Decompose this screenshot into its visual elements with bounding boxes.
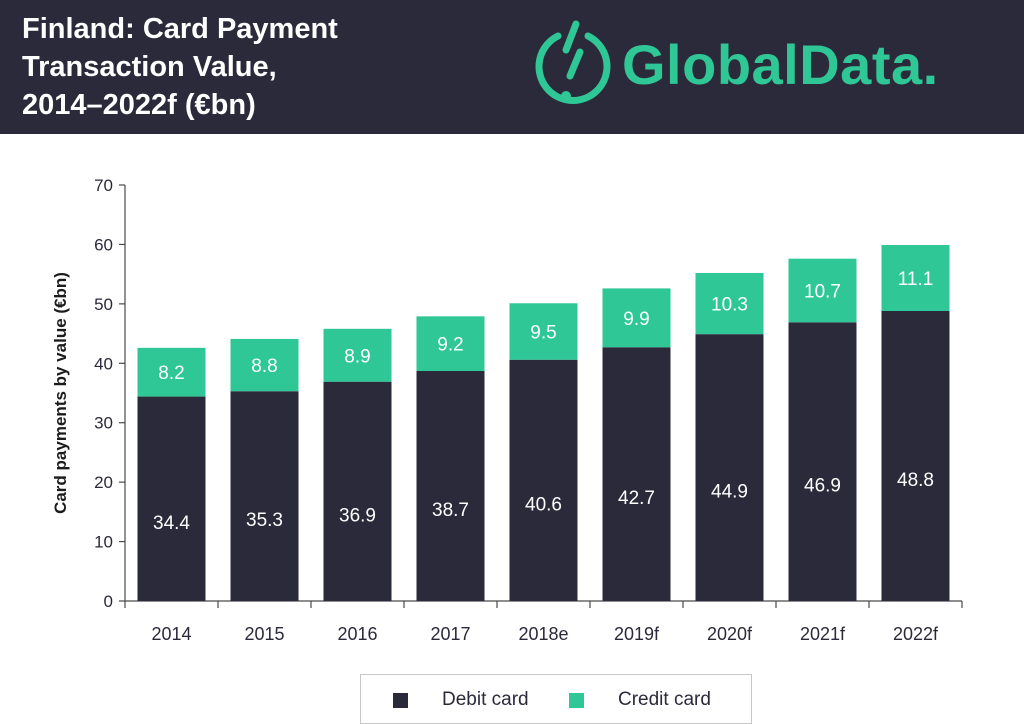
x-tick-label: 2018e — [518, 624, 568, 644]
bar-credit — [881, 245, 950, 311]
globaldata-logo: GlobalData. — [528, 14, 1008, 114]
bar-credit — [602, 288, 671, 348]
bar-debit — [695, 334, 764, 601]
y-axis-title: Card payments by value (€bn) — [51, 272, 70, 514]
bar-debit — [788, 322, 857, 601]
data-label-credit: 11.1 — [898, 269, 934, 290]
bar-credit — [416, 316, 485, 372]
x-tick-label: 2021f — [800, 624, 846, 644]
data-label-debit: 35.3 — [246, 510, 283, 531]
bar-debit — [509, 359, 578, 601]
bar-credit — [788, 258, 857, 323]
data-label-credit: 8.9 — [344, 346, 370, 367]
x-tick-label: 2015 — [244, 624, 284, 644]
data-label-debit: 38.7 — [432, 500, 469, 521]
y-tick-label: 20 — [94, 473, 113, 492]
title-line-1: Finland: Card Payment — [22, 13, 338, 45]
legend-label-debit: Debit card — [442, 689, 529, 710]
bar-debit — [137, 396, 206, 601]
globaldata-logo-icon — [535, 20, 611, 105]
data-label-credit: 10.7 — [804, 281, 841, 302]
data-label-credit: 8.8 — [251, 356, 277, 377]
y-tick-label: 50 — [94, 295, 113, 314]
bar-credit — [323, 328, 392, 382]
x-tick-label: 2019f — [614, 624, 660, 644]
bar-debit — [881, 310, 950, 601]
data-label-credit: 8.2 — [158, 363, 184, 384]
x-tick-label: 2016 — [337, 624, 377, 644]
x-tick-label: 2022f — [893, 624, 939, 644]
legend-item-credit: Credit card — [569, 689, 711, 711]
data-label-credit: 9.2 — [437, 335, 463, 356]
y-tick-label: 0 — [104, 592, 113, 611]
data-label-credit: 10.3 — [711, 295, 748, 316]
chart-area: 0 10 20 30 40 50 60 70 Card payments by value (€… — [51, 176, 963, 644]
logo-text: GlobalData. — [622, 33, 939, 96]
bar-credit — [695, 272, 764, 335]
y-tick-label: 30 — [94, 414, 113, 433]
data-label-credit: 9.9 — [623, 309, 649, 330]
chart-title: Finland: Card Payment Transaction Value,… — [22, 10, 442, 124]
bar-debit — [230, 391, 299, 601]
bar-credit — [137, 347, 206, 397]
legend: Debit card Credit card — [360, 674, 752, 724]
title-line-3: 2014–2022f (€bn) — [22, 89, 256, 121]
header-banner: Finland: Card Payment Transaction Value,… — [0, 0, 1024, 134]
x-tick-label: 2017 — [430, 624, 470, 644]
data-label-credit: 9.5 — [530, 322, 556, 343]
y-tick-label: 10 — [94, 533, 113, 552]
data-label-debit: 48.8 — [897, 470, 934, 491]
bar-credit — [509, 303, 578, 360]
legend-swatch-debit — [393, 692, 408, 708]
x-tick-label: 2014 — [151, 624, 191, 644]
title-line-2: Transaction Value, — [22, 51, 277, 83]
x-tick-label: 2020f — [707, 624, 753, 644]
bar-debit — [602, 347, 671, 601]
y-tick-label: 70 — [94, 176, 113, 195]
data-label-debit: 46.9 — [804, 476, 841, 497]
bar-credit — [230, 338, 299, 392]
data-label-debit: 42.7 — [618, 488, 655, 509]
legend-item-debit: Debit card — [393, 689, 529, 711]
bar-debit — [416, 371, 485, 601]
y-tick-label: 60 — [94, 235, 113, 254]
data-label-debit: 44.9 — [711, 482, 748, 503]
data-label-debit: 36.9 — [339, 505, 376, 526]
data-label-debit: 40.6 — [525, 494, 562, 515]
y-tick-label: 40 — [94, 354, 113, 373]
data-label-debit: 34.4 — [153, 513, 190, 534]
legend-label-credit: Credit card — [618, 689, 711, 710]
legend-swatch-credit — [569, 692, 584, 708]
bar-debit — [323, 381, 392, 601]
